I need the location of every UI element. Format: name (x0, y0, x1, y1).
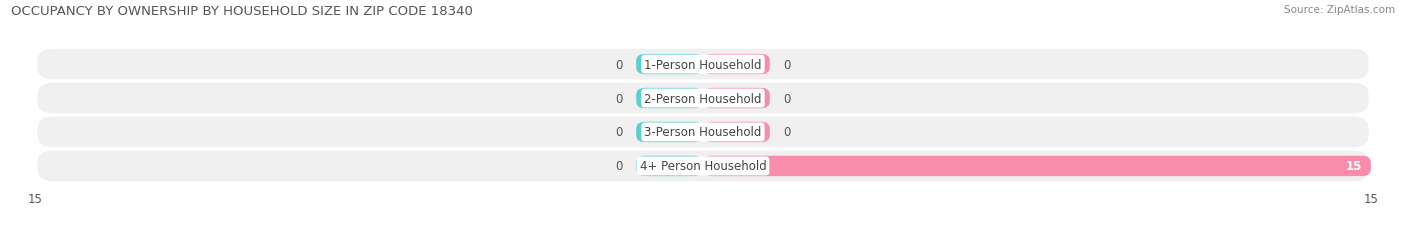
Text: 3-Person Household: 3-Person Household (644, 126, 762, 139)
FancyBboxPatch shape (38, 151, 1368, 181)
Text: 0: 0 (616, 160, 623, 173)
FancyBboxPatch shape (703, 122, 769, 143)
Text: 0: 0 (783, 126, 790, 139)
FancyBboxPatch shape (38, 117, 1368, 148)
Text: 0: 0 (616, 126, 623, 139)
FancyBboxPatch shape (703, 55, 769, 75)
Text: 0: 0 (783, 92, 790, 105)
Legend: Owner-occupied, Renter-occupied: Owner-occupied, Renter-occupied (581, 229, 825, 231)
FancyBboxPatch shape (703, 156, 1371, 176)
FancyBboxPatch shape (636, 55, 703, 75)
Text: 0: 0 (616, 92, 623, 105)
FancyBboxPatch shape (703, 88, 769, 109)
Text: 0: 0 (783, 58, 790, 71)
FancyBboxPatch shape (636, 156, 703, 176)
FancyBboxPatch shape (38, 83, 1368, 114)
Text: 0: 0 (616, 58, 623, 71)
Text: 15: 15 (1346, 160, 1362, 173)
FancyBboxPatch shape (636, 88, 703, 109)
Text: 1-Person Household: 1-Person Household (644, 58, 762, 71)
Text: OCCUPANCY BY OWNERSHIP BY HOUSEHOLD SIZE IN ZIP CODE 18340: OCCUPANCY BY OWNERSHIP BY HOUSEHOLD SIZE… (11, 5, 474, 18)
FancyBboxPatch shape (636, 122, 703, 143)
FancyBboxPatch shape (38, 50, 1368, 80)
Text: 2-Person Household: 2-Person Household (644, 92, 762, 105)
Text: 4+ Person Household: 4+ Person Household (640, 160, 766, 173)
Text: Source: ZipAtlas.com: Source: ZipAtlas.com (1284, 5, 1395, 15)
